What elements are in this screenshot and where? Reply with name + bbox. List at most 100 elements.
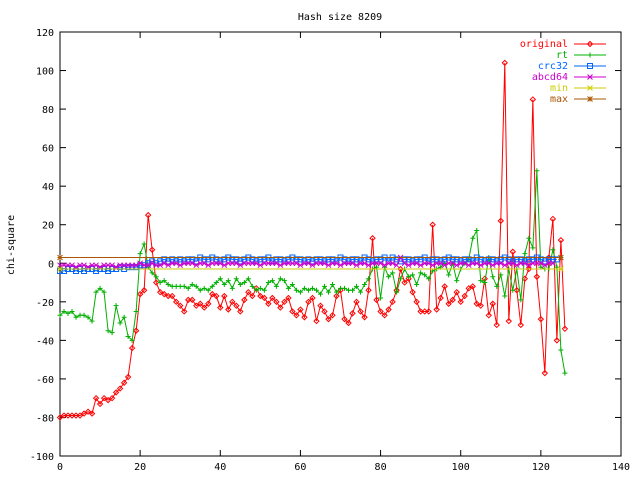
- data-point-original: [533, 273, 541, 280]
- data-point-rt: [289, 281, 295, 287]
- legend-label-max: max: [550, 94, 568, 105]
- data-point-original: [425, 308, 432, 315]
- y-tick-label: -40: [36, 336, 54, 347]
- data-point-rt: [217, 276, 223, 282]
- data-point-abcd64: [309, 262, 316, 269]
- data-point-original: [333, 292, 340, 300]
- data-point-original: [269, 294, 276, 302]
- series-original: [56, 59, 569, 421]
- data-point-rt: [293, 287, 299, 293]
- x-tick-label: 80: [375, 462, 387, 473]
- data-point-rt: [309, 285, 315, 291]
- data-point-original: [345, 319, 352, 327]
- data-point-original: [413, 298, 420, 306]
- data-point-original: [377, 308, 384, 315]
- data-point-original: [421, 308, 428, 315]
- data-point-crc32: [189, 256, 196, 263]
- series-line-abcd64: [60, 256, 553, 268]
- data-point-abcd64: [137, 260, 143, 267]
- data-point-original: [509, 248, 517, 255]
- data-point-original: [441, 283, 448, 290]
- data-point-original: [325, 315, 332, 323]
- data-point-abcd64: [193, 262, 200, 269]
- y-tick-label: 120: [36, 28, 54, 39]
- data-point-original: [144, 211, 152, 219]
- data-point-abcd64: [257, 262, 264, 269]
- data-point-rt: [249, 283, 255, 289]
- data-point-rt: [406, 274, 412, 280]
- data-point-original: [124, 373, 132, 381]
- data-point-abcd64: [321, 260, 328, 267]
- data-point-original: [140, 287, 148, 294]
- data-point-original: [341, 315, 348, 323]
- data-point-rt: [498, 272, 504, 278]
- data-point-rt: [61, 308, 67, 314]
- data-point-rt: [362, 281, 368, 287]
- data-point-crc32: [537, 256, 544, 263]
- data-point-original: [557, 236, 565, 244]
- data-point-crc32: [245, 254, 252, 261]
- y-tick-label: 20: [42, 221, 54, 232]
- data-point-rt: [209, 283, 215, 289]
- data-point-rt: [350, 287, 356, 293]
- data-point-abcd64: [205, 262, 212, 269]
- data-point-abcd64: [365, 262, 372, 269]
- data-point-rt: [229, 285, 235, 291]
- data-point-original: [160, 290, 168, 298]
- data-point-original: [493, 321, 500, 329]
- data-point-original: [357, 308, 364, 315]
- data-point-original: [549, 215, 557, 223]
- data-point-original: [437, 294, 444, 302]
- data-point-original: [517, 321, 525, 329]
- data-point-rt: [522, 251, 528, 257]
- data-point-original: [128, 344, 136, 352]
- data-point-abcd64: [425, 260, 432, 267]
- data-point-original: [433, 306, 440, 313]
- legend-marker-rt: [587, 52, 593, 58]
- data-point-rt: [197, 287, 203, 293]
- y-axis-ticks: -100 -80 -60 -40 -20 0 20 40 60 80 100 120: [30, 28, 621, 463]
- legend-label-min: min: [550, 83, 568, 94]
- data-point-original: [168, 292, 176, 300]
- data-point-rt: [446, 272, 452, 278]
- data-point-original: [385, 306, 392, 313]
- data-point-rt: [325, 289, 331, 295]
- data-point-original: [321, 308, 328, 315]
- data-point-abcd64: [161, 260, 168, 267]
- data-point-abcd64: [550, 260, 556, 267]
- data-point-abcd64: [538, 260, 544, 267]
- data-point-min: [558, 266, 564, 272]
- data-point-crc32: [389, 254, 396, 261]
- data-point-rt: [394, 289, 400, 295]
- data-point-original: [197, 300, 204, 307]
- data-point-rt: [422, 272, 428, 278]
- data-point-rt: [265, 280, 271, 286]
- data-point-rt: [221, 281, 227, 287]
- data-point-rt: [157, 280, 163, 286]
- data-point-abcd64: [417, 262, 424, 269]
- data-point-rt: [161, 278, 167, 284]
- data-point-abcd64: [473, 260, 480, 267]
- data-point-abcd64: [201, 260, 208, 267]
- data-point-original: [485, 312, 492, 319]
- data-point-original: [72, 412, 80, 419]
- data-point-crc32: [421, 254, 428, 261]
- data-point-rt: [245, 276, 251, 282]
- data-point-crc32: [469, 258, 476, 265]
- data-point-abcd64: [501, 262, 508, 269]
- data-point-rt: [550, 247, 556, 253]
- data-point-abcd64: [233, 260, 240, 267]
- data-point-original: [148, 246, 156, 253]
- data-point-original: [429, 221, 436, 228]
- data-point-crc32: [337, 254, 344, 261]
- data-point-crc32: [493, 258, 500, 265]
- data-point-rt: [285, 285, 291, 291]
- data-point-rt: [518, 297, 524, 303]
- data-point-original: [92, 394, 100, 402]
- data-point-rt: [482, 280, 488, 286]
- data-point-abcd64: [525, 262, 532, 269]
- data-point-rt: [414, 281, 420, 287]
- data-point-abcd64: [273, 260, 280, 267]
- data-point-rt: [410, 272, 416, 278]
